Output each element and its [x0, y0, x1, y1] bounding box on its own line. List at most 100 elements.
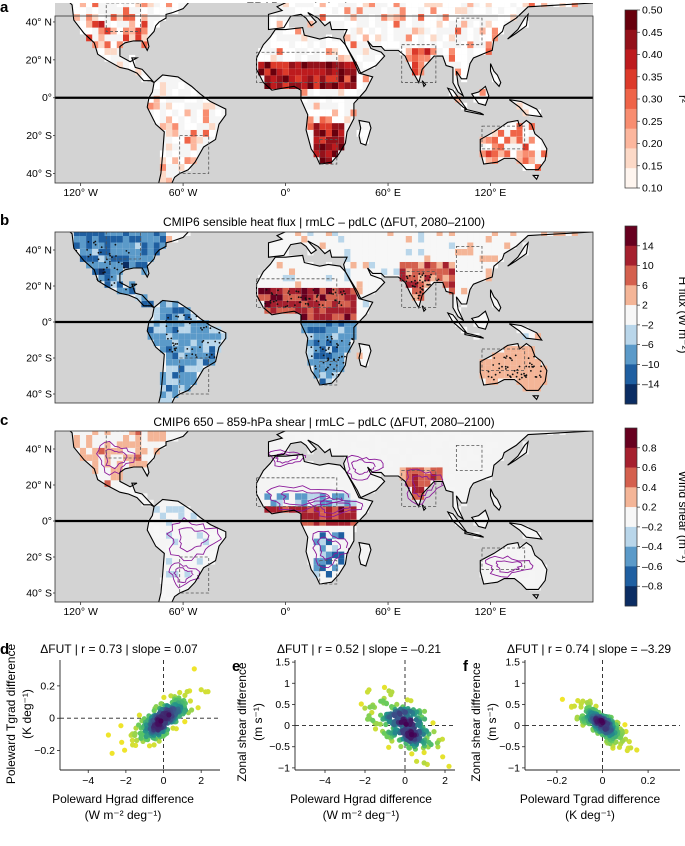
map-cell: [196, 525, 203, 533]
map-cell: [159, 170, 166, 178]
map-cell: [166, 177, 173, 183]
map-cell: [344, 27, 351, 35]
map-cell: [412, 480, 419, 487]
map-cell: [282, 441, 289, 448]
map-cell: [534, 577, 541, 584]
map-cell: [209, 102, 216, 110]
map-cell: [528, 532, 535, 539]
map-cell: [172, 339, 179, 347]
map-cell: [166, 116, 173, 124]
map-cell: [338, 82, 345, 89]
map-cell: [307, 116, 314, 124]
map-cell: [430, 261, 437, 269]
map-cell: [325, 143, 332, 151]
stipple-dot: [275, 299, 278, 302]
stipple-dot: [349, 342, 351, 344]
stipple-dot: [418, 273, 421, 275]
scatter-point: [422, 716, 428, 722]
map-cell: [356, 274, 363, 282]
colorbar-swatch: [625, 507, 637, 528]
stipple-dot: [276, 303, 279, 305]
y-tick-label: −1: [508, 762, 520, 774]
map-cell: [178, 378, 185, 385]
scatter-point: [578, 701, 584, 707]
map-cell: [338, 333, 345, 340]
map-cell: [325, 281, 332, 288]
map-cell: [270, 480, 277, 487]
colorbar-tick-label: 0.40: [642, 49, 663, 61]
map-cell: [159, 3, 166, 8]
map-cell: [270, 41, 277, 49]
colorbar-label: H flux (W m⁻²): [676, 277, 685, 354]
map-cell: [332, 506, 339, 513]
map-cell: [510, 232, 517, 236]
map-cell: [399, 261, 406, 269]
map-cell: [258, 48, 265, 55]
scatter-point: [381, 684, 388, 691]
map-cell: [190, 313, 197, 321]
map-cell: [332, 61, 339, 69]
map-cell: [104, 27, 111, 35]
map-cell: [79, 7, 86, 14]
map-cell: [313, 326, 320, 334]
region-box: [319, 139, 338, 165]
map-cell: [405, 261, 412, 269]
map-cell: [455, 7, 462, 14]
stipple-dot: [109, 263, 111, 265]
map-cell: [412, 255, 419, 262]
map-cell: [86, 242, 93, 249]
map-cell: [282, 54, 289, 62]
map-cell: [344, 486, 351, 494]
panel-d-title: ΔFUT | r = 0.73 | slope = 0.07: [40, 642, 198, 656]
map-cell: [362, 3, 369, 8]
map-cell: [178, 346, 185, 353]
map-cell: [104, 454, 111, 461]
stipple-dot: [290, 297, 293, 300]
stipple-dot: [269, 299, 272, 302]
map-cell: [166, 129, 173, 137]
map-cell: [325, 68, 332, 76]
map-cell: [485, 27, 492, 35]
map-cell: [135, 248, 142, 256]
map-cell: [332, 564, 339, 572]
map-cell: [405, 431, 412, 435]
scatter-point: [158, 718, 164, 724]
scatter-point: [406, 744, 412, 751]
map-cell: [498, 441, 505, 448]
map-cell: [73, 242, 80, 249]
scatter-point: [440, 754, 446, 760]
scatter-point: [129, 737, 135, 744]
map-cell: [313, 136, 320, 144]
map-cell: [362, 236, 369, 243]
map-cell: [270, 274, 277, 282]
map-cell: [295, 68, 302, 76]
map-cell: [172, 3, 179, 8]
scatter-point: [156, 738, 162, 744]
map-cell: [153, 116, 160, 124]
map-cell: [405, 454, 412, 461]
map-cell: [313, 89, 320, 96]
map-cell: [289, 75, 296, 83]
map-cell: [455, 441, 462, 448]
map-cell: [184, 571, 191, 578]
map-cell: [387, 431, 394, 435]
map-cell: [190, 346, 197, 353]
scatter-point: [408, 717, 414, 724]
map-cell: [338, 447, 345, 455]
map-cell: [504, 242, 511, 249]
map-cell: [332, 519, 339, 526]
map-cell: [338, 102, 345, 110]
panel-b-title: CMIP6 sensible heat flux | rmLC – pdLC (…: [163, 215, 485, 229]
map-cell: [332, 473, 339, 481]
stipple-dot: [165, 325, 168, 328]
map-cell: [319, 287, 326, 295]
map-cell: [307, 68, 314, 76]
map-cell: [190, 95, 197, 103]
map-cell: [338, 268, 345, 275]
map-cell: [350, 41, 357, 49]
stipple-dot: [511, 373, 514, 376]
map-cell: [319, 129, 326, 137]
map-cell: [491, 20, 498, 28]
stipple-dot: [422, 289, 424, 291]
stipple-dot: [104, 261, 106, 264]
